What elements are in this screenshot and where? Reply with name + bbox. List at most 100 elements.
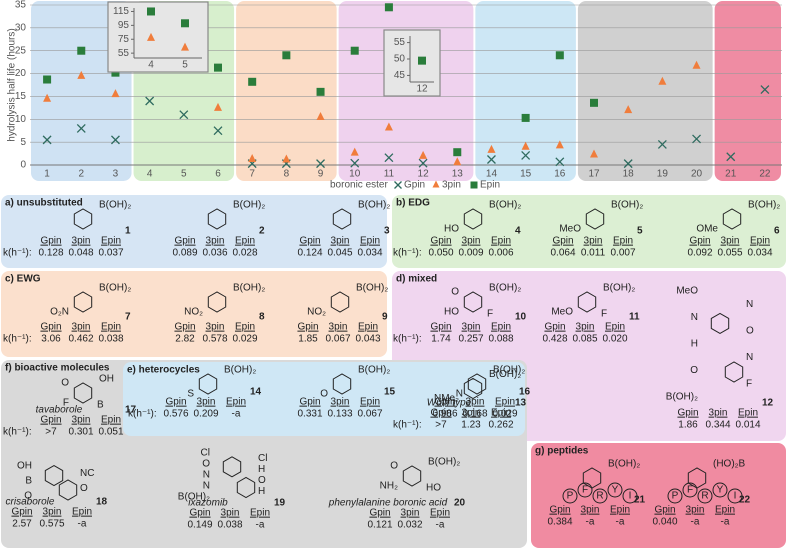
rate-constant: 0.048 (68, 248, 93, 259)
rate-constant: 0.051 (98, 427, 123, 438)
marker-stroke (418, 158, 428, 168)
column-header: Epin (235, 236, 255, 247)
marker-triangle (384, 122, 393, 131)
marker-triangle (453, 157, 462, 166)
marker-x (394, 181, 402, 189)
x-tick-label: 18 (623, 169, 635, 180)
marker-square (555, 51, 564, 60)
column-header: Epin (358, 322, 378, 333)
rate-constant: 0.029 (492, 409, 517, 420)
marker-x (418, 158, 428, 168)
marker-x (521, 150, 531, 160)
legend-label: 3pin (442, 180, 461, 191)
x-axis-label: boronic ester (330, 180, 388, 191)
column-header: Gpin (689, 236, 710, 247)
x-tick-label: 4 (147, 169, 153, 180)
column-header: Gpin (297, 322, 318, 333)
marker-stroke (213, 126, 223, 136)
y-tick-label: 10 (15, 114, 27, 125)
compound-number: 16 (519, 387, 531, 398)
marker-triangle (181, 42, 189, 51)
structure-label: H (258, 486, 265, 497)
inset-frame (107, 1, 209, 73)
rate-constant: 0.986 (432, 409, 457, 420)
rate-constant: -a (256, 520, 265, 531)
marker-x (42, 135, 52, 145)
column-header: Epin (491, 322, 511, 333)
marker-triangle (624, 105, 633, 114)
ring (463, 208, 483, 230)
column-header: Gpin (40, 415, 61, 426)
structure-label: NC (80, 468, 94, 479)
marker-stroke (316, 159, 326, 169)
rate-constant: 0.578 (202, 334, 227, 345)
compound-name: tavaborole (36, 405, 83, 416)
x-tick-label: 6 (215, 169, 221, 180)
column-header: Epin (360, 397, 380, 408)
x-tick-label: 19 (657, 169, 669, 180)
category-band (714, 1, 781, 181)
column-header: Gpin (299, 236, 320, 247)
structure-label: OH (17, 461, 32, 472)
column-header: 3pin (462, 236, 481, 247)
inset-category: 4 (148, 60, 154, 71)
marker-square (521, 113, 530, 122)
structure-label: B(OH)₂ (428, 457, 460, 468)
rate-constant: 0.034 (357, 248, 382, 259)
marker-triangle (590, 149, 598, 158)
k-label: k(h⁻¹): (3, 248, 32, 259)
marker-stroke (726, 152, 736, 162)
rate-constant: 1.85 (298, 334, 318, 345)
rate-constant: 0.007 (610, 248, 635, 259)
rate-constant: -a (232, 409, 241, 420)
structure-label: NO₂ (307, 307, 326, 318)
compound-number: 15 (384, 387, 396, 398)
column-header: Gpin (40, 236, 61, 247)
rate-constant: 0.050 (428, 248, 453, 259)
rate-constant: 0.040 (652, 517, 677, 528)
structure-label: HO (444, 224, 459, 235)
rate-constant: 0.067 (325, 334, 350, 345)
column-header: 3pin (576, 322, 595, 333)
rate-constant: 0.085 (572, 334, 597, 345)
column-header: Gpin (11, 507, 32, 518)
inset-tick-label: 115 (113, 6, 129, 17)
inset-tick-label: 55 (118, 48, 130, 59)
residue (712, 482, 728, 498)
column-header: Gpin (430, 408, 451, 419)
legend-label: Gpin (404, 180, 425, 191)
compound-number: 20 (454, 498, 466, 509)
y-tick-label: 5 (20, 137, 26, 148)
structure-label: N (691, 312, 698, 323)
ring (467, 373, 487, 395)
residue-label: P (672, 491, 679, 502)
structure-label: O (61, 378, 69, 389)
structure-label: NO₂ (184, 307, 203, 318)
rate-constant: 2.82 (175, 334, 195, 345)
x-tick-label: 20 (691, 169, 703, 180)
marker-x (213, 126, 223, 136)
rate-constant: -a (616, 517, 625, 528)
marker-square (350, 46, 359, 55)
marker-stroke (350, 158, 360, 168)
compound-number: 8 (259, 312, 265, 323)
marker-triangle (521, 141, 530, 150)
column-header: 3pin (401, 508, 420, 519)
category-band (236, 1, 337, 181)
rate-constant: 0.038 (217, 520, 242, 531)
ring (577, 291, 597, 313)
column-header: Epin (750, 236, 770, 247)
x-tick-label: 17 (588, 169, 600, 180)
rate-constant: -a (436, 520, 445, 531)
k-label: k(h⁻¹): (3, 427, 32, 438)
marker-triangle (147, 32, 155, 41)
column-header: 3pin (462, 408, 481, 419)
rate-constant: 0.121 (367, 520, 392, 531)
structure-label: B(OH)₂ (99, 200, 131, 211)
structure-label: OH (99, 374, 114, 385)
residue-label: R (701, 491, 708, 502)
column-header: Gpin (165, 397, 186, 408)
k-label: k(h⁻¹): (3, 334, 32, 345)
column-header: 3pin (466, 397, 485, 408)
compound-name: crisaborole (6, 497, 55, 508)
